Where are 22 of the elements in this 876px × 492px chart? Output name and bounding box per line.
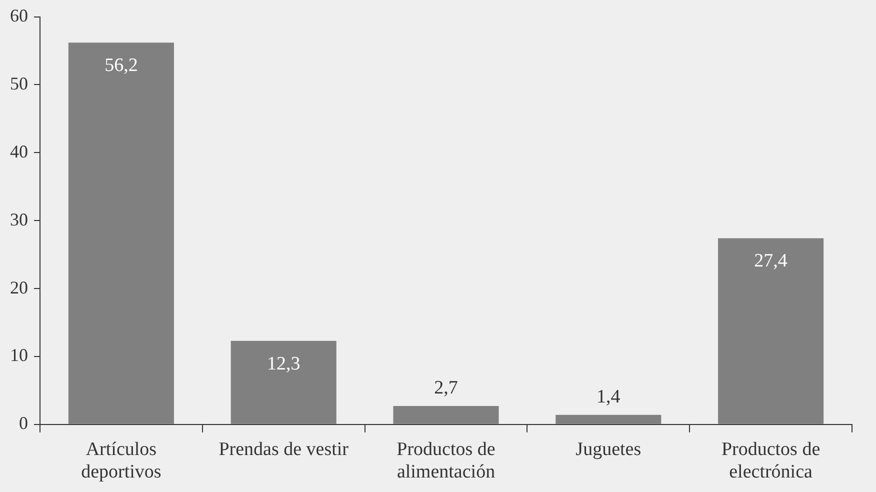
data-label: 27,4 [754,250,788,272]
y-tick-label: 20 [10,277,28,298]
data-label: 2,7 [434,378,458,399]
data-label: 56,2 [104,55,138,76]
x-tick-label: Productos de electrónica [721,438,820,483]
x-tick-label: Juguetes [576,438,642,460]
bar [718,238,824,424]
y-tick-label: 40 [10,141,28,162]
y-tick-label: 50 [10,73,28,94]
y-tick-label: 10 [10,345,28,366]
bar [68,42,174,424]
x-tick-label: Prendas de vestir [218,438,350,460]
y-tick-label: 30 [10,209,28,230]
x-tick-label: Productos de alimentación [396,438,496,483]
x-tick-label: Artículos deportivos [81,438,162,483]
y-tick-label: 0 [19,413,28,434]
data-label: 12,3 [266,353,300,374]
y-tick-label: 60 [10,6,28,26]
bar [230,340,336,424]
bar [556,414,662,424]
data-label: 1,4 [596,386,621,408]
bar [393,406,499,424]
